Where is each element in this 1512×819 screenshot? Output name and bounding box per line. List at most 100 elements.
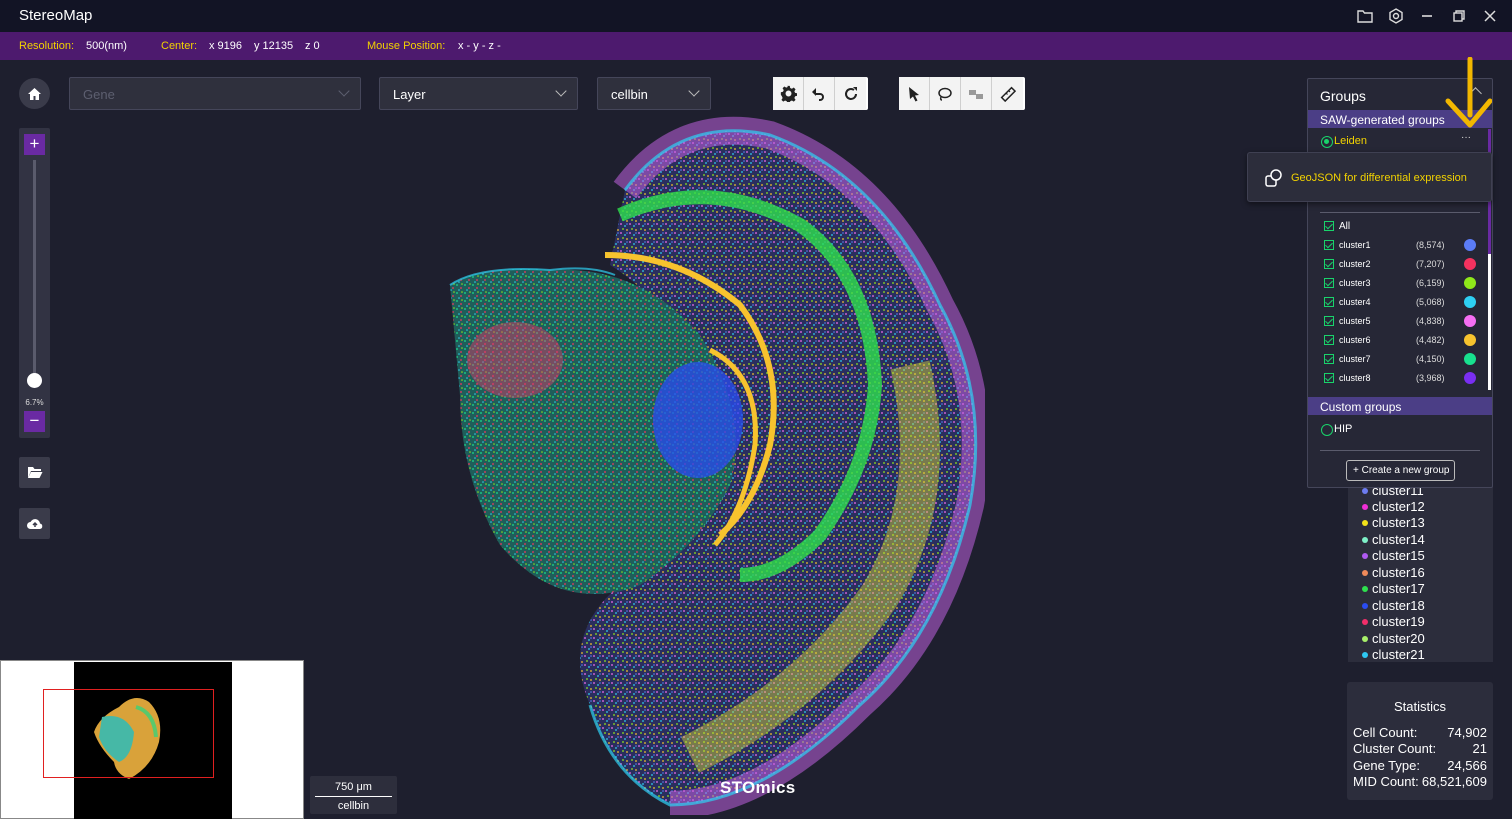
minimize-icon[interactable] — [1417, 6, 1437, 26]
checkbox[interactable] — [1324, 259, 1334, 269]
cluster-row[interactable]: cluster3 (6,159) — [1322, 275, 1482, 294]
layer-select[interactable]: Layer — [379, 77, 578, 110]
cluster-color-dot[interactable] — [1464, 277, 1476, 289]
close-icon[interactable] — [1480, 6, 1500, 26]
checkbox[interactable] — [1324, 335, 1334, 345]
cluster-color-dot[interactable] — [1464, 334, 1476, 346]
scrollbar-thumb[interactable] — [1488, 254, 1491, 390]
refresh-button[interactable] — [835, 77, 866, 110]
stomics-logo: STOmics — [720, 778, 796, 797]
minimap[interactable] — [0, 660, 304, 819]
ruler-tool-button[interactable] — [992, 77, 1023, 110]
gear-icon — [780, 85, 797, 102]
cluster-color-dot[interactable] — [1464, 372, 1476, 384]
cluster-all-row[interactable]: All — [1322, 218, 1482, 237]
zoom-slider-track[interactable] — [33, 160, 36, 380]
custom-groups-header: Custom groups — [1308, 397, 1492, 415]
zoom-slider-handle[interactable] — [27, 373, 42, 388]
minimap-view-rectangle[interactable] — [43, 689, 214, 778]
chevron-down-icon — [688, 85, 700, 97]
legend-dot — [1362, 537, 1368, 543]
tissue-scatter-plot[interactable] — [440, 115, 985, 815]
cluster-color-dot[interactable] — [1464, 296, 1476, 308]
zoom-level-text: 6.7% — [25, 398, 44, 407]
groups-title: Groups — [1320, 88, 1366, 104]
cluster-row[interactable]: cluster5 (4,838) — [1322, 313, 1482, 332]
title-bar: StereoMap — [0, 0, 1512, 32]
stat-row: Gene Type: 24,566 — [1353, 758, 1487, 773]
zoom-in-button[interactable]: + — [24, 134, 45, 155]
resolution-value: 500(nm) — [86, 40, 127, 52]
mouse-position-label: Mouse Position: — [367, 40, 446, 52]
cluster-color-dot[interactable] — [1464, 239, 1476, 251]
lasso-icon — [938, 87, 952, 101]
center-y: y 12135 — [254, 40, 294, 52]
app-title: StereoMap — [19, 7, 93, 24]
cluster-color-dot[interactable] — [1464, 258, 1476, 270]
lasso-tool-button[interactable] — [930, 77, 961, 110]
bin-select[interactable]: cellbin — [597, 77, 711, 110]
legend-dot — [1362, 619, 1368, 625]
legend-dot — [1362, 520, 1368, 526]
cluster-row[interactable]: cluster7 (4,150) — [1322, 351, 1482, 370]
zoom-out-button[interactable]: − — [24, 411, 45, 432]
scale-line — [315, 796, 392, 797]
bin-select-value: cellbin — [611, 87, 648, 102]
checkbox[interactable] — [1324, 297, 1334, 307]
upload-button[interactable] — [19, 508, 50, 539]
pointer-tool-button[interactable] — [899, 77, 930, 110]
cluster-row[interactable]: cluster8 (3,968) — [1322, 370, 1482, 389]
checkbox[interactable] — [1324, 373, 1334, 383]
undo-button[interactable] — [804, 77, 835, 110]
grid-select-icon — [969, 89, 983, 99]
cluster-color-dot[interactable] — [1464, 315, 1476, 327]
view-tool-group — [773, 77, 868, 110]
restore-icon[interactable] — [1449, 6, 1469, 26]
open-file-button[interactable] — [19, 457, 50, 488]
legend-dot — [1362, 553, 1368, 559]
gene-select[interactable]: Gene — [69, 77, 361, 110]
checkbox[interactable] — [1324, 278, 1334, 288]
ruler-icon — [1000, 86, 1016, 102]
legend-dot — [1362, 504, 1368, 510]
group-options-popover: GeoJSON for differential expression — [1247, 152, 1492, 202]
legend-dot — [1362, 586, 1368, 592]
settings-icon[interactable] — [1386, 6, 1406, 26]
leiden-label[interactable]: Leiden — [1334, 135, 1368, 147]
more-options-button[interactable]: ··· — [1461, 132, 1471, 143]
create-group-button[interactable]: + Create a new group — [1346, 460, 1455, 481]
mouse-position-value: x - y - z - — [458, 40, 501, 52]
settings-button[interactable] — [773, 77, 804, 110]
cluster-row[interactable]: cluster2 (7,207) — [1322, 256, 1482, 275]
statistics-panel: Statistics Cell Count: 74,902 Cluster Co… — [1347, 682, 1493, 800]
home-button[interactable] — [19, 78, 50, 109]
region-tool-button[interactable] — [961, 77, 992, 110]
home-icon — [28, 87, 41, 100]
minimap-viewport — [74, 662, 232, 819]
checkbox[interactable] — [1324, 221, 1334, 231]
geojson-export-option[interactable]: GeoJSON for differential expression — [1291, 172, 1467, 184]
cluster-row[interactable]: cluster1 (8,574) — [1322, 237, 1482, 256]
groups-panel: Groups SAW-generated groups Leiden ··· A… — [1307, 78, 1493, 488]
folder-icon — [27, 467, 42, 478]
export-shapes-icon — [1265, 169, 1282, 187]
checkbox[interactable] — [1324, 240, 1334, 250]
cluster-color-dot[interactable] — [1464, 353, 1476, 365]
stat-row: MID Count: 68,521,609 — [1353, 774, 1487, 789]
checkbox[interactable] — [1324, 354, 1334, 364]
select-tool-group — [899, 77, 1025, 110]
legend-dot — [1362, 488, 1368, 494]
center-z: z 0 — [305, 40, 320, 52]
cluster-row[interactable]: cluster4 (5,068) — [1322, 294, 1482, 313]
open-folder-icon[interactable] — [1355, 6, 1375, 26]
hip-label[interactable]: HIP — [1334, 423, 1353, 435]
gene-select-placeholder: Gene — [83, 87, 115, 102]
leiden-radio[interactable] — [1321, 136, 1333, 148]
legend-dot — [1362, 652, 1368, 658]
refresh-icon — [844, 86, 857, 100]
checkbox[interactable] — [1324, 316, 1334, 326]
hip-radio[interactable] — [1321, 424, 1333, 436]
cluster-row[interactable]: cluster6 (4,482) — [1322, 332, 1482, 351]
divider — [1320, 450, 1480, 451]
divider — [1320, 212, 1480, 213]
